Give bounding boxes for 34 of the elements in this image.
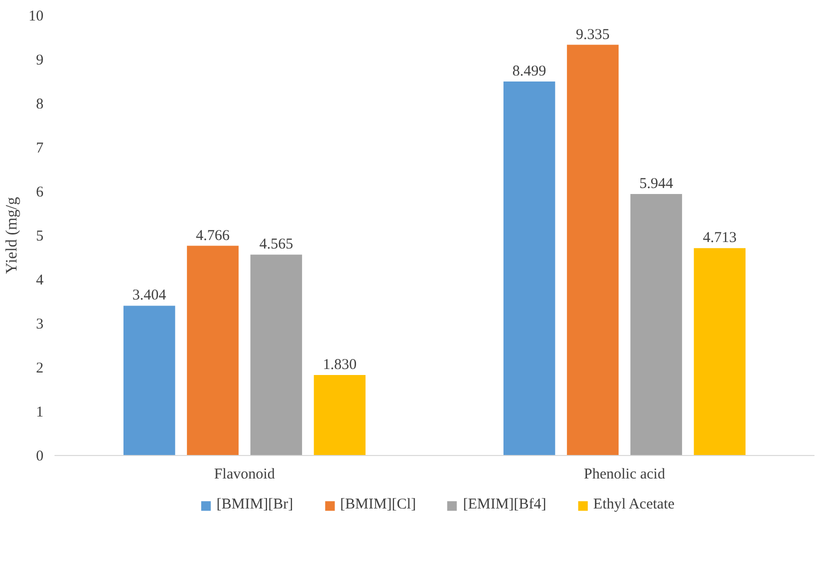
bar xyxy=(630,194,682,456)
y-tick-label: 1 xyxy=(36,404,44,420)
y-tick-label: 9 xyxy=(36,52,44,68)
data-label: 4.766 xyxy=(196,228,230,244)
data-label: 5.944 xyxy=(639,176,674,192)
y-tick-label: 5 xyxy=(36,228,44,244)
y-tick-label: 6 xyxy=(36,184,44,200)
y-tick-label: 7 xyxy=(36,140,44,156)
legend-label: [BMIM][Cl] xyxy=(340,496,416,514)
bar xyxy=(186,246,239,456)
y-tick-label: 0 xyxy=(36,448,44,464)
y-tick-label: 4 xyxy=(36,272,44,288)
bar xyxy=(566,44,619,456)
bar xyxy=(314,374,366,456)
bar xyxy=(250,254,302,456)
y-axis-title: Yield (mg/g xyxy=(4,197,20,274)
x-tick-label: Phenolic acid xyxy=(584,466,666,482)
data-label: 4.713 xyxy=(702,230,737,246)
legend-label: [BMIM][Br] xyxy=(216,496,294,514)
data-label: 8.499 xyxy=(512,64,546,80)
y-tick-label: 10 xyxy=(28,8,44,24)
bar xyxy=(503,82,556,456)
bar xyxy=(694,248,746,456)
data-label: 1.830 xyxy=(322,356,357,373)
y-tick-label: 2 xyxy=(36,360,44,376)
data-label: 9.335 xyxy=(576,26,610,43)
legend-label: Ethyl Acetate xyxy=(593,496,675,514)
legend-label: [EMIM][Bf4] xyxy=(462,496,546,514)
y-tick-label: 3 xyxy=(36,316,44,332)
data-label: 4.565 xyxy=(259,236,294,253)
bar xyxy=(123,306,176,456)
x-tick-label: Flavonoid xyxy=(214,466,276,482)
y-tick-label: 8 xyxy=(36,96,44,112)
data-label: 3.404 xyxy=(132,288,167,304)
